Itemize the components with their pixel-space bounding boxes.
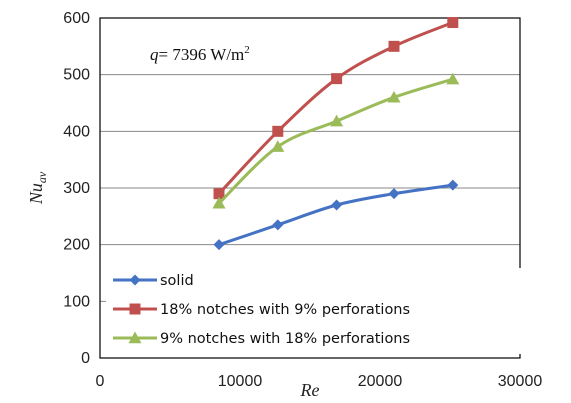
y-tick-label: 300 [63,180,90,197]
data-point-marker [388,188,400,200]
legend-items: solid 18% notches with 9% perforations 9% … [113,273,410,347]
y-tick-labels: 0 100 200 300 400 500 600 [63,10,90,367]
annotation-variable: q [150,45,159,64]
annotation-superscript: 2 [244,44,250,56]
series-line [218,183,454,247]
y-axis-title-subscript: av [35,171,49,183]
data-point-marker [128,331,142,344]
data-point-marker [331,73,343,85]
series-line [217,77,454,205]
series-1 [213,179,459,251]
data-point-marker [331,199,343,211]
legend: solid 18% notches with 9% perforations 9% … [106,268,534,354]
legend-label: 18% notches with 9% perforations [160,302,410,318]
x-tick-labels: 0 10000 20000 30000 [96,373,543,390]
plot-frame [99,17,521,359]
series-3 [212,72,460,209]
legend-label: 9% notches with 18% perforations [160,331,410,347]
x-axis-title: Re [300,380,320,400]
y-tick-label: 100 [63,293,90,310]
x-tick-label: 20000 [358,373,403,390]
y-tick-label: 500 [63,67,90,84]
x-tick-label: 30000 [498,373,543,390]
y-tick-label: 200 [63,237,90,254]
data-point-marker [447,17,459,29]
data-point-marker [272,219,284,231]
data-point-marker [213,188,225,200]
x-tick-label: 10000 [218,373,263,390]
legend-entry: 18% notches with 9% perforations [113,302,410,318]
legend-entry: 9% notches with 18% perforations [113,331,410,347]
series-layer [212,17,460,251]
legend-label: solid [160,273,194,289]
data-point-marker [330,114,344,127]
data-point-marker [212,196,226,209]
gridlines [100,74,520,302]
data-point-marker [272,125,284,137]
data-point-marker [213,239,225,251]
legend-entry: solid [113,273,194,289]
series-2 [213,17,459,200]
y-axis-title-main: Nu [26,183,46,205]
heat-flux-annotation: q= 7396 W/m2 [150,44,250,64]
y-axis-title: Nuav [26,171,49,205]
y-tick-label: 600 [63,10,90,27]
x-tick-label: 0 [96,373,105,390]
y-tick-label: 0 [81,350,90,367]
data-point-marker [271,140,285,152]
data-point-marker [387,90,401,103]
data-point-marker [129,303,141,315]
data-point-marker [447,179,459,191]
legend-box [106,268,534,354]
data-point-marker [446,72,460,85]
y-tick-label: 400 [63,123,90,140]
data-point-marker [129,274,141,286]
data-point-marker [388,40,400,52]
annotation-value: = 7396 W/m [159,45,245,64]
